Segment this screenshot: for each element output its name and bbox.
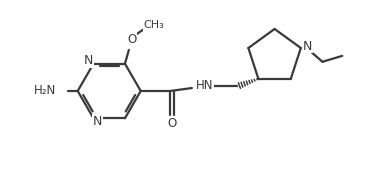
Text: O: O [127,33,137,46]
Text: N: N [303,40,312,52]
Text: CH₃: CH₃ [143,20,164,30]
Text: N: N [93,115,102,128]
Text: N: N [84,54,93,67]
Text: H₂N: H₂N [34,84,56,98]
Text: O: O [167,117,176,130]
Text: HN: HN [196,79,213,92]
